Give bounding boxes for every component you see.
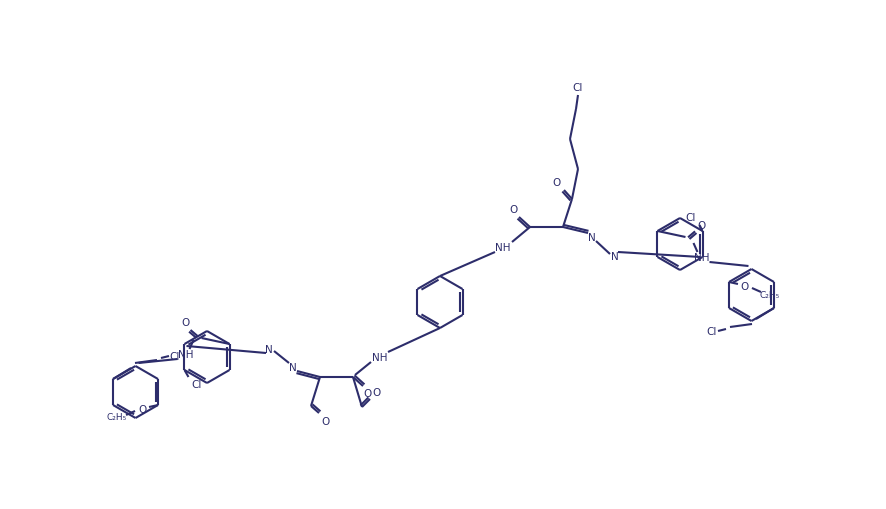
Text: O: O xyxy=(182,318,190,327)
Text: Cl: Cl xyxy=(191,379,201,389)
Text: Cl: Cl xyxy=(572,83,582,93)
Text: Cl: Cl xyxy=(706,326,717,336)
Text: NH: NH xyxy=(372,352,387,362)
Text: O: O xyxy=(552,178,561,188)
Text: NH: NH xyxy=(693,252,709,263)
Text: N: N xyxy=(587,233,595,242)
Text: O: O xyxy=(372,387,381,397)
Text: O: O xyxy=(740,281,749,292)
Text: O: O xyxy=(363,388,372,398)
Text: NH: NH xyxy=(494,242,510,252)
Text: O: O xyxy=(696,220,704,231)
Text: NH: NH xyxy=(177,349,193,359)
Text: N: N xyxy=(289,362,297,372)
Text: C₂H₅: C₂H₅ xyxy=(759,290,779,299)
Text: O: O xyxy=(322,416,330,426)
Text: N: N xyxy=(265,344,273,354)
Text: N: N xyxy=(610,251,618,262)
Text: Cl: Cl xyxy=(685,213,695,222)
Text: Cl: Cl xyxy=(169,351,180,361)
Text: C₂H₅: C₂H₅ xyxy=(107,413,127,421)
Text: O: O xyxy=(509,205,517,215)
Text: O: O xyxy=(137,404,146,414)
